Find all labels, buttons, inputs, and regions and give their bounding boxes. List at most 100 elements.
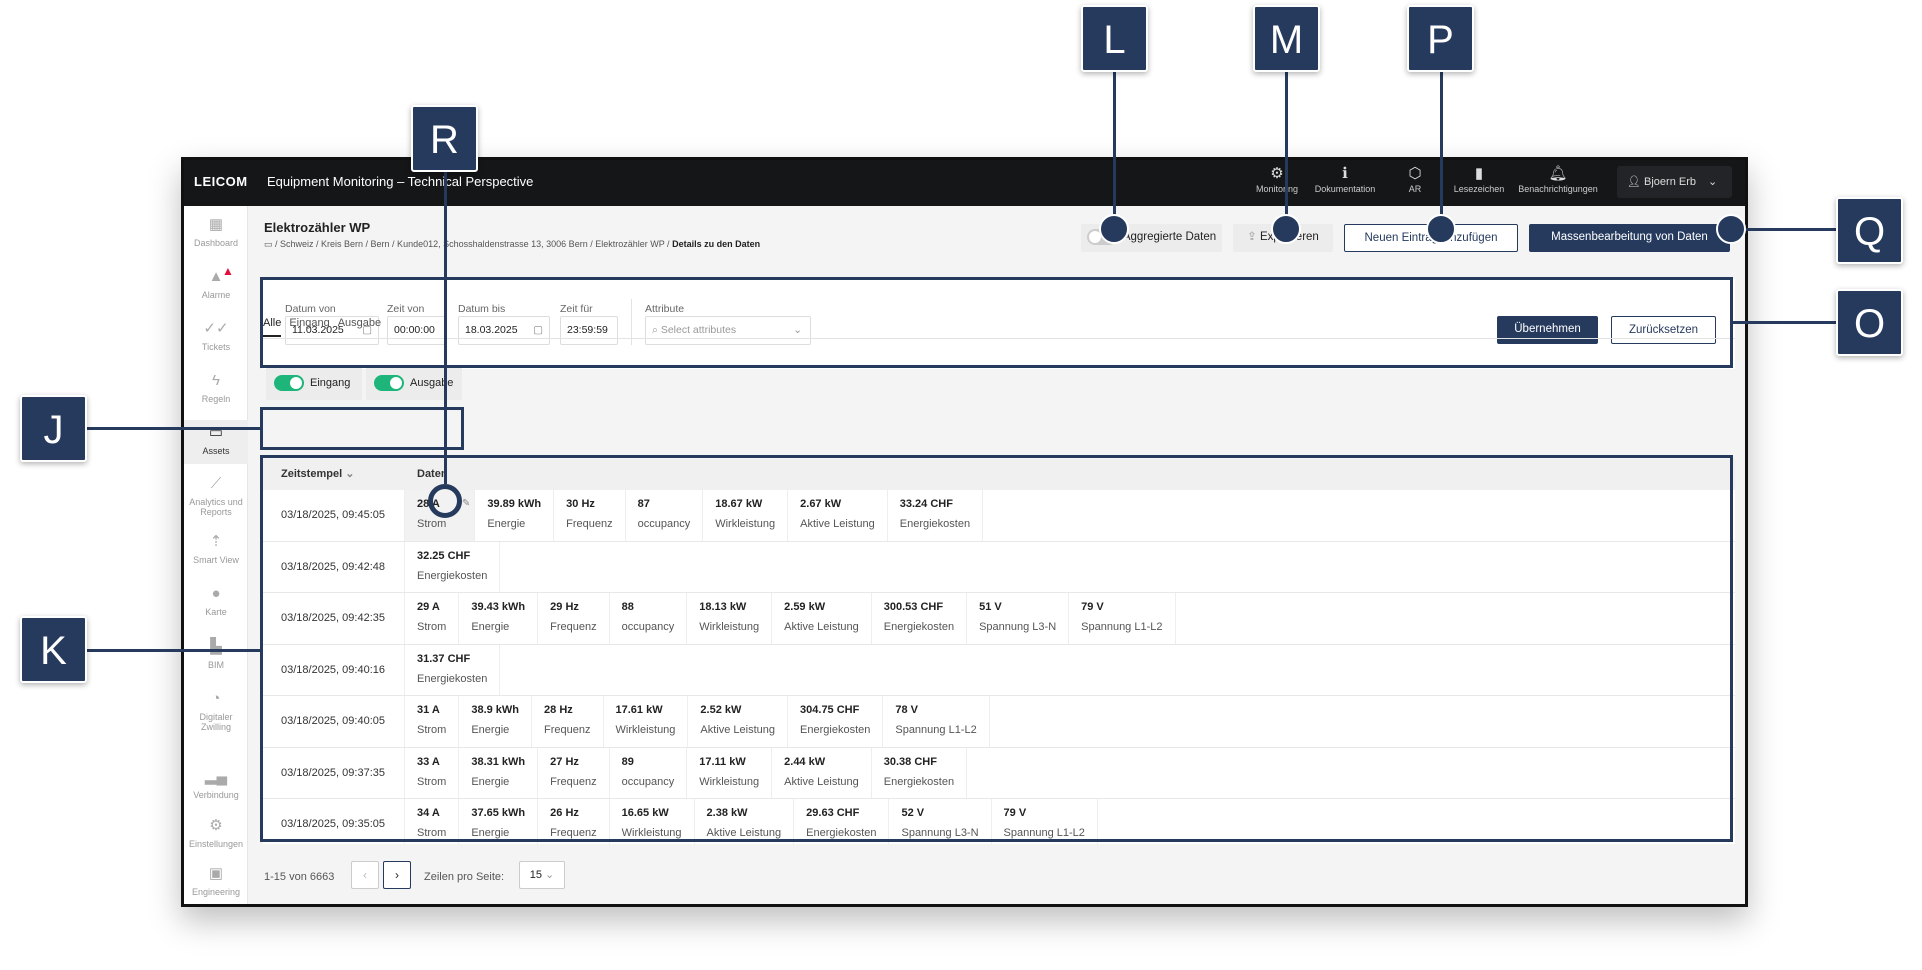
table-row[interactable]: 03/18/2025, 09:45:05 28 A Strom ✎ 39.89 kWh E… xyxy=(263,490,1735,542)
cell-label: Spannung L1-L2 xyxy=(895,724,977,736)
sidebar-item-karte[interactable]: ● Karte xyxy=(184,586,248,617)
sidebar-item-analytics[interactable]: ⟋ Analytics und Reports xyxy=(184,476,248,517)
date-from-input[interactable]: 11.03.2025 ▢ xyxy=(285,316,379,345)
data-cell[interactable]: 300.53 CHF Energiekosten xyxy=(872,593,968,644)
data-cell[interactable]: 26 Hz Frequenz xyxy=(538,799,610,844)
data-cell[interactable]: 39.89 kWh Energie xyxy=(475,490,555,541)
cell-value: 18.13 kW xyxy=(699,601,747,613)
toggle-eingang[interactable]: Eingang xyxy=(266,366,362,400)
data-cell[interactable]: 2.52 kW Aktive Leistung xyxy=(688,696,789,747)
cell-label: Aktive Leistung xyxy=(700,724,776,736)
data-cell[interactable]: 33 A Strom xyxy=(405,747,460,798)
nav-ar[interactable]: ⬡ AR xyxy=(1375,164,1455,194)
data-cell[interactable]: 16.65 kW Wirkleistung xyxy=(610,799,695,844)
cell-value: 89 xyxy=(621,755,634,768)
cell-label: Energiekosten xyxy=(800,724,871,736)
data-cell[interactable]: 17.11 kW Wirkleistung xyxy=(687,747,773,798)
nav-monitoring[interactable]: ⚙ Monitoring xyxy=(1237,164,1317,194)
breadcrumb-path[interactable]: / Schweiz / Kreis Bern / Bern / Kunde012… xyxy=(275,239,670,249)
data-cell[interactable]: 34 A Strom xyxy=(405,799,460,844)
data-cell[interactable]: 304.75 CHF Energiekosten xyxy=(788,696,884,747)
tab-ausgabe[interactable]: Ausgabe xyxy=(337,317,382,329)
edit-pencil-icon[interactable]: ✎ xyxy=(461,498,471,509)
time-from-input[interactable]: 00:00:00 xyxy=(387,316,446,345)
data-cell[interactable]: 28 Hz Frequenz xyxy=(532,696,604,747)
rows-per-page-select[interactable]: 15 ⌄ xyxy=(519,861,565,889)
sidebar-label: Dashboard xyxy=(193,238,239,248)
data-cell[interactable]: 30.38 CHF Energiekosten xyxy=(872,747,968,798)
data-cell[interactable]: 18.13 kW Wirkleistung xyxy=(687,593,773,644)
toggle-ausgabe[interactable]: Ausgabe xyxy=(366,366,462,400)
data-cell[interactable]: 29.63 CHF Energiekosten xyxy=(794,799,890,844)
table-row[interactable]: 03/18/2025, 09:37:35 33 A Strom 38.31 kWh En… xyxy=(263,747,1735,799)
data-cell[interactable]: 88 occupancy xyxy=(610,593,688,644)
calendar-icon[interactable]: ▢ xyxy=(533,324,543,336)
toggle-switch[interactable] xyxy=(274,375,304,392)
data-cell[interactable]: 37.65 kWh Energie xyxy=(459,799,539,844)
data-cell[interactable]: 89 occupancy xyxy=(610,747,688,798)
table-row[interactable]: 03/18/2025, 09:40:05 31 A Strom 38.9 kWh Ene… xyxy=(263,696,1735,748)
data-cell[interactable]: 38.31 kWh Energie xyxy=(459,747,539,798)
sidebar-item-dashboard[interactable]: ▦ Dashboard xyxy=(184,217,248,248)
data-cell[interactable]: 2.44 kW Aktive Leistung xyxy=(772,747,872,798)
data-cell[interactable]: 31 A Strom xyxy=(405,696,460,747)
table-row[interactable]: 03/18/2025, 09:40:16 31.37 CHF Energiekost… xyxy=(263,644,1735,696)
annotation-line-o xyxy=(1733,321,1837,324)
data-cell[interactable]: 2.59 kW Aktive Leistung xyxy=(772,593,872,644)
tab-alle[interactable]: Alle xyxy=(263,317,282,337)
apply-button[interactable]: Übernehmen xyxy=(1497,316,1598,344)
user-menu[interactable]: 👤︎ Bjoern Erb ⌄ xyxy=(1617,166,1732,198)
sidebar-item-einstellungen[interactable]: ⚙ Einstellungen xyxy=(184,818,248,849)
data-cell[interactable]: 2.67 kW Aktive Leistung xyxy=(788,490,888,541)
data-cell[interactable]: 79 V Spannung L1-L2 xyxy=(992,799,1098,844)
column-header-timestamp[interactable]: Zeitstempel ⌄ xyxy=(263,459,405,490)
table-row[interactable]: 03/18/2025, 09:42:35 29 A Strom 39.43 kWh En… xyxy=(263,593,1735,645)
data-cell[interactable]: 79 V Spannung L1-L2 xyxy=(1069,593,1176,644)
bulk-edit-button[interactable]: Massenbearbeitung von Daten xyxy=(1529,224,1730,252)
data-cell[interactable]: 29 Hz Frequenz xyxy=(538,593,610,644)
data-cell[interactable]: 87 occupancy xyxy=(626,490,704,541)
table-row[interactable]: 03/18/2025, 09:42:48 32.25 CHF Energiekost… xyxy=(263,541,1735,593)
data-cell[interactable]: 29 A Strom xyxy=(405,593,460,644)
calendar-icon[interactable]: ▢ xyxy=(362,324,372,336)
data-cell[interactable]: 32.25 CHF Energiekosten xyxy=(405,541,501,592)
data-cell[interactable]: 2.38 kW Aktive Leistung xyxy=(695,799,795,844)
sidebar-item-regeln[interactable]: ϟ Regeln xyxy=(184,373,248,404)
sidebar-item-engineering[interactable]: ▣ Engineering xyxy=(184,866,248,897)
data-cell[interactable]: 78 V Spannung L1-L2 xyxy=(883,696,990,747)
sidebar-item-smart-view[interactable]: ⇡ Smart View xyxy=(184,534,248,565)
next-page-button[interactable]: › xyxy=(383,861,411,889)
date-to-input[interactable]: 18.03.2025 ▢ xyxy=(458,316,550,345)
ar-cube-icon: ⬡ xyxy=(1408,165,1422,182)
nav-benachrichtigungen[interactable]: 🔔︎ Benachrichtigungen xyxy=(1518,164,1598,194)
sidebar-item-tickets[interactable]: ✓✓ Tickets xyxy=(184,321,248,352)
toggle-switch[interactable] xyxy=(374,375,404,392)
data-cell[interactable]: 30 Hz Frequenz xyxy=(554,490,626,541)
data-cell[interactable]: 51 V Spannung L3-N xyxy=(967,593,1070,644)
nav-dokumentation[interactable]: ℹ Dokumentation xyxy=(1305,164,1385,194)
time-to-input[interactable]: 23:59:59 xyxy=(560,316,618,345)
data-cell[interactable]: 39.43 kWh Energie xyxy=(459,593,539,644)
data-cell[interactable]: 38.9 kWh Energie xyxy=(459,696,533,747)
tab-eingang[interactable]: Eingang xyxy=(289,317,330,329)
chevron-down-icon: ⌄ xyxy=(793,324,802,336)
data-cell[interactable]: 17.61 kW Wirkleistung xyxy=(604,696,689,747)
data-cell[interactable]: 31.37 CHF Energiekosten xyxy=(405,644,501,695)
sidebar-item-verbindung[interactable]: ▂▄ Verbindung xyxy=(184,769,248,800)
data-cell[interactable]: 33.24 CHF Energiekosten xyxy=(888,490,984,541)
pagination-range: 1-15 von 6663 xyxy=(264,871,335,883)
data-cell[interactable]: 27 Hz Frequenz xyxy=(538,747,610,798)
prev-page-button[interactable]: ‹ xyxy=(351,861,379,889)
data-cell[interactable]: 18.67 kW Wirkleistung xyxy=(703,490,789,541)
attribute-select[interactable]: ⌕ Select attributes ⌄ xyxy=(645,316,811,345)
sidebar-item-bim[interactable]: ▙ BIM xyxy=(184,639,248,670)
sidebar-item-digitaler-zwilling[interactable]: ◔ Digitaler Zwilling xyxy=(184,691,248,732)
data-cell[interactable]: 52 V Spannung L3-N xyxy=(889,799,992,844)
reset-button[interactable]: Zurücksetzen xyxy=(1611,316,1716,344)
table-row[interactable]: 03/18/2025, 09:35:05 34 A Strom 37.65 kWh En… xyxy=(263,799,1735,844)
cell-label: Energie xyxy=(471,724,510,736)
nav-lesezeichen[interactable]: ▮ Lesezeichen xyxy=(1439,164,1519,194)
sidebar-item-alarme[interactable]: ▲ ▲ Alarme xyxy=(184,265,248,300)
sidebar-label: Einstellungen xyxy=(188,839,244,849)
bookmark-icon: ▮ xyxy=(1474,165,1484,182)
